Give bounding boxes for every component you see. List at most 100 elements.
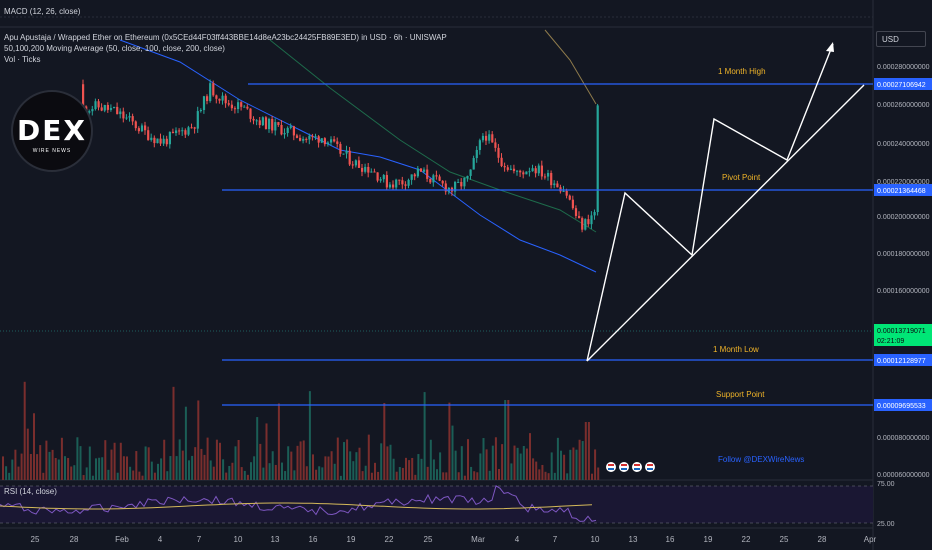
- currency-selector[interactable]: USD: [876, 31, 926, 47]
- candle-body: [426, 169, 429, 179]
- candle-body: [509, 168, 512, 170]
- volume-bar: [253, 456, 256, 480]
- candle-body: [444, 183, 447, 192]
- price-axis[interactable]: 0.000280000000 0.000260000000 0.0002400000…: [877, 64, 930, 479]
- ma50-line: [119, 39, 597, 273]
- flag-circle: [632, 462, 642, 472]
- follow-text[interactable]: Follow @DEXWireNews: [718, 455, 805, 464]
- rsi-label[interactable]: RSI (14, close): [4, 487, 57, 496]
- candle-body: [388, 184, 392, 188]
- candle-body: [224, 95, 227, 104]
- candle-body: [354, 160, 357, 166]
- candle-body: [553, 183, 556, 186]
- volume-bar: [172, 386, 175, 480]
- level-lines: 1 Month High 0.00027106942 Pivot Point 0.00…: [0, 67, 932, 411]
- volume-bar: [432, 459, 435, 480]
- candle-body: [103, 104, 106, 111]
- volume-bar: [377, 471, 380, 480]
- time-tick-label: 10: [234, 535, 243, 544]
- level-name: Support Point: [716, 390, 765, 399]
- volume-bar: [587, 422, 590, 480]
- candle-body: [472, 158, 475, 170]
- volume-bar: [157, 463, 159, 480]
- volume-bar: [268, 463, 271, 480]
- volume-bar: [569, 449, 572, 480]
- candle-body: [537, 165, 540, 174]
- volume-bar: [45, 440, 48, 480]
- volume-bar: [237, 439, 240, 480]
- volume-bar: [88, 446, 91, 480]
- candle-body: [171, 131, 175, 133]
- candle-body: [454, 182, 457, 192]
- candle-body: [367, 166, 370, 173]
- volume-bar: [163, 439, 166, 480]
- candle-body: [97, 101, 100, 108]
- time-axis[interactable]: 25 28 Feb 4 7 10 13 16 19 22 25 Mar 4 7 10 13 16 19 22 25 28…: [31, 535, 877, 544]
- volume-bar: [197, 400, 200, 480]
- event-flag: [632, 462, 642, 472]
- ma-label[interactable]: 50,100,200 Moving Average (50, close, 10…: [4, 44, 225, 53]
- time-tick-label: 13: [271, 535, 280, 544]
- volume-bar: [572, 447, 575, 480]
- volume-bar: [277, 403, 280, 480]
- candle-body: [175, 130, 178, 133]
- time-tick-label: 28: [818, 535, 827, 544]
- volume-bar: [293, 470, 296, 480]
- macd-label[interactable]: MACD (12, 26, close): [4, 7, 81, 16]
- candle-body: [584, 219, 587, 230]
- moving-averages: [119, 29, 597, 273]
- volume-bar: [60, 437, 63, 480]
- candle-body: [497, 147, 500, 158]
- volume-bar: [594, 449, 597, 480]
- candle-body: [218, 98, 221, 101]
- candle-body: [379, 179, 382, 181]
- candle-body: [500, 157, 503, 167]
- volume-bar: [299, 441, 302, 480]
- volume-bar: [498, 468, 500, 480]
- volume-bar: [206, 437, 209, 480]
- volume-bar: [228, 465, 231, 480]
- candle-body: [230, 104, 233, 109]
- candle-body: [153, 137, 156, 144]
- time-tick-label: 19: [704, 535, 713, 544]
- level-price-label: 0.00027106942: [877, 82, 926, 89]
- candle-body: [243, 106, 246, 108]
- volume-bar: [420, 458, 423, 480]
- volume-bar: [349, 451, 352, 480]
- volume-bar: [184, 406, 187, 480]
- candle-body: [419, 168, 423, 172]
- volume-bar: [219, 442, 221, 480]
- volume-bar: [417, 454, 420, 480]
- volume-bar: [305, 466, 308, 480]
- volume-bar: [67, 457, 70, 480]
- candle-body: [125, 117, 128, 119]
- flag-stripe: [634, 464, 640, 466]
- candle-body: [196, 111, 199, 129]
- volume-bar: [20, 453, 23, 480]
- candle-body: [373, 171, 376, 173]
- volume-bar: [104, 440, 107, 480]
- candle-body: [134, 121, 137, 129]
- volume-bar: [271, 451, 274, 480]
- flag-circle: [606, 462, 616, 472]
- candle-body: [565, 190, 568, 196]
- volume-bar: [110, 449, 113, 480]
- candle-body: [488, 134, 491, 141]
- vol-label[interactable]: Vol · Ticks: [4, 55, 41, 64]
- volume-bar: [181, 450, 184, 480]
- candle-body: [159, 138, 162, 144]
- volume-bar: [178, 439, 181, 480]
- volume-bar: [386, 446, 389, 480]
- volume-bar: [473, 471, 476, 480]
- volume-bar: [23, 381, 26, 480]
- ma200-line: [544, 29, 597, 105]
- volume-bar: [361, 471, 364, 480]
- price-tick-label: 0.000220000000: [877, 179, 930, 186]
- price-tick-label: 0.000260000000: [877, 102, 930, 109]
- candle-body: [361, 167, 364, 172]
- pair-title[interactable]: Apu Apustaja / Wrapped Ether on Ethereum…: [4, 33, 447, 42]
- candle-body: [416, 168, 419, 177]
- volume-bar: [343, 442, 345, 480]
